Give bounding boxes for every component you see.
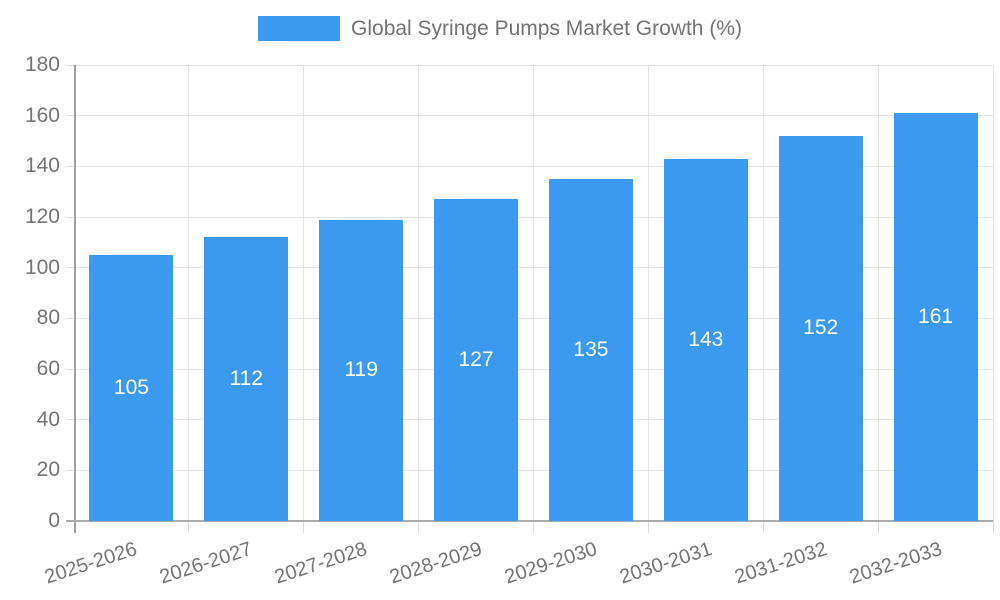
- legend-label: Global Syringe Pumps Market Growth (%): [351, 16, 742, 40]
- bar-value-label: 119: [344, 358, 378, 382]
- y-axis-tick-label: 60: [36, 357, 60, 380]
- gridline-vertical: [188, 65, 190, 521]
- legend: Global Syringe Pumps Market Growth (%): [0, 16, 1000, 41]
- x-axis-tick: [647, 521, 649, 533]
- gridline-vertical: [303, 65, 305, 521]
- y-axis-tick: [66, 115, 74, 117]
- legend-item[interactable]: Global Syringe Pumps Market Growth (%): [258, 16, 742, 41]
- bar: 161: [893, 113, 978, 521]
- bar: 127: [434, 199, 519, 521]
- bar: 105: [89, 255, 174, 521]
- y-axis-tick: [66, 64, 74, 66]
- bar: 112: [204, 237, 289, 521]
- bar: 143: [663, 158, 748, 521]
- bar: 152: [778, 135, 863, 521]
- bar-value-label: 143: [688, 327, 724, 351]
- gridline-vertical: [877, 65, 879, 521]
- bar: 119: [319, 219, 404, 521]
- y-axis-tick: [66, 368, 74, 370]
- bar-value-label: 152: [803, 316, 839, 340]
- y-axis-tick-label: 120: [24, 205, 60, 228]
- x-axis-tick: [418, 521, 420, 533]
- legend-swatch: [258, 16, 341, 41]
- gridline-vertical: [992, 65, 994, 521]
- y-axis-tick: [66, 165, 74, 167]
- y-axis-tick-label: 160: [24, 103, 60, 127]
- bar: 135: [548, 179, 633, 521]
- bar-value-label: 127: [458, 348, 494, 372]
- x-axis-tick: [992, 521, 994, 533]
- bar-value-label: 105: [113, 376, 149, 399]
- bar-value-label: 161: [918, 305, 954, 329]
- y-axis-tick: [66, 419, 74, 421]
- gridline-vertical: [418, 65, 420, 521]
- x-axis-tick: [303, 521, 305, 533]
- x-axis-line: [66, 520, 993, 522]
- y-axis-tick-label: 20: [36, 458, 60, 482]
- y-axis-tick-label: 180: [24, 53, 60, 76]
- bar-value-label: 112: [229, 367, 264, 391]
- gridline-vertical: [647, 65, 649, 521]
- x-axis-tick: [762, 521, 764, 533]
- x-axis-tick: [533, 521, 534, 533]
- y-axis-tick: [66, 267, 74, 269]
- y-axis-tick-label: 100: [24, 255, 60, 279]
- plot-area: 105 112 119 127 135 143 152 161 2025-2026 2026-20…: [42, 64, 994, 588]
- x-axis-tick: [877, 521, 879, 533]
- gridline-vertical: [533, 65, 534, 521]
- y-axis-tick-label: 0: [48, 509, 60, 532]
- y-axis-tick: [66, 469, 74, 471]
- y-axis-tick: [66, 317, 74, 319]
- y-axis-tick-label: 140: [24, 154, 60, 178]
- y-axis-tick-label: 80: [36, 306, 60, 330]
- x-axis-tick: [188, 521, 190, 533]
- y-axis-line: [74, 65, 76, 533]
- y-axis-tick: [66, 216, 74, 218]
- gridline-vertical: [762, 65, 764, 521]
- y-axis-tick-label: 40: [36, 407, 60, 431]
- bar-value-label: 135: [573, 338, 609, 361]
